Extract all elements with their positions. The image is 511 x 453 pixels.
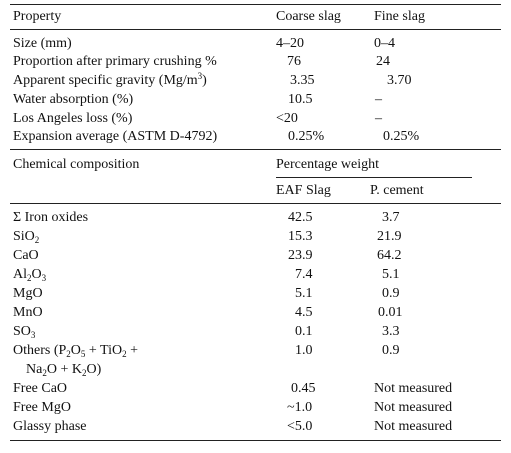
eaf-slag-header: EAF Slag <box>276 183 331 198</box>
percentage-subrule <box>276 177 472 178</box>
cement-value: 3.7 <box>382 210 400 225</box>
table-row: MnO 4.5 0.01 <box>0 306 511 325</box>
coarse-value: 4–20 <box>276 36 304 51</box>
table-row: SO3 0.1 3.3 <box>0 325 511 344</box>
coarse-slag-header: Coarse slag <box>276 9 341 24</box>
table-row: Others (P2O5 + TiO2 + Na2O + K2O) 1.0 0.… <box>0 344 511 382</box>
percentage-weight-header: Percentage weight <box>276 157 380 172</box>
eaf-value: 23.9 <box>288 248 313 263</box>
coarse-value: 76 <box>287 54 301 69</box>
table-row: Expansion average (ASTM D-4792) 0.25% 0.… <box>0 130 511 149</box>
eaf-value: 4.5 <box>295 305 313 320</box>
fine-value: 3.70 <box>387 73 412 88</box>
header-rule <box>10 29 501 30</box>
row-label: Al2O3 <box>13 267 47 283</box>
cement-value: Not measured <box>374 419 453 434</box>
table-row: Los Angeles loss (%) <20 – <box>0 112 511 131</box>
cement-value: 5.1 <box>382 267 400 282</box>
cement-value: Not measured <box>374 381 453 396</box>
property-header: Property <box>13 9 62 24</box>
table-row: CaO 23.9 64.2 <box>0 249 511 268</box>
fine-value: – <box>375 111 382 126</box>
eaf-value: ~1.0 <box>287 400 313 415</box>
table-row: SiO2 15.3 21.9 <box>0 230 511 249</box>
cement-value: 0.01 <box>378 305 403 320</box>
table-row: Proportion after primary crushing % 76 2… <box>0 55 511 74</box>
chemical-header-row: Chemical composition Percentage weight <box>0 158 511 177</box>
row-label: Free CaO <box>13 381 68 396</box>
row-label-continued: Na2O + K2O) <box>26 362 102 378</box>
row-label: Water absorption (%) <box>13 92 134 107</box>
coarse-value: 3.35 <box>290 73 315 88</box>
fine-value: 0–4 <box>374 36 395 51</box>
table-row: Al2O3 7.4 5.1 <box>0 268 511 287</box>
row-label: Others (P2O5 + TiO2 + <box>13 343 139 359</box>
row-label: Glassy phase <box>13 419 87 434</box>
row-label: Proportion after primary crushing % <box>13 54 217 69</box>
eaf-value: 42.5 <box>288 210 313 225</box>
fine-slag-header: Fine slag <box>374 9 425 24</box>
row-label: SO3 <box>13 324 36 340</box>
bottom-rule <box>10 440 501 441</box>
cement-value: 0.9 <box>382 286 400 301</box>
table-row: Size (mm) 4–20 0–4 <box>0 37 511 56</box>
portland-cement-header: P. cement <box>370 183 424 198</box>
row-label: Expansion average (ASTM D-4792) <box>13 129 218 144</box>
eaf-value: 1.0 <box>295 343 313 358</box>
header-row: Property Coarse slag Fine slag <box>0 10 511 29</box>
row-label: Free MgO <box>13 400 71 415</box>
eaf-value: 7.4 <box>295 267 313 282</box>
row-label: SiO2 <box>13 229 40 245</box>
coarse-value: <20 <box>276 111 298 126</box>
eaf-value: 15.3 <box>288 229 313 244</box>
eaf-value: <5.0 <box>287 419 313 434</box>
eaf-value: 5.1 <box>295 286 313 301</box>
row-label: MgO <box>13 286 43 301</box>
table-row: Σ Iron oxides 42.5 3.7 <box>0 211 511 230</box>
table-row: Free CaO 0.45 Not measured <box>0 382 511 401</box>
row-label: MnO <box>13 305 43 320</box>
chemical-header-rule <box>10 203 501 204</box>
fine-value: – <box>375 92 382 107</box>
cement-value: 3.3 <box>382 324 400 339</box>
table-row: Water absorption (%) 10.5 – <box>0 93 511 112</box>
coarse-value: 0.25% <box>288 129 325 144</box>
row-label: CaO <box>13 248 39 263</box>
table-row: Free MgO ~1.0 Not measured <box>0 401 511 420</box>
top-rule <box>10 4 501 5</box>
chemical-subheader-row: EAF Slag P. cement <box>0 184 511 203</box>
fine-value: 0.25% <box>383 129 420 144</box>
section-rule <box>10 149 501 150</box>
table-row: Apparent specific gravity (Mg/m3) 3.35 3… <box>0 71 511 93</box>
cement-value: 21.9 <box>377 229 402 244</box>
chemical-composition-header: Chemical composition <box>13 157 140 172</box>
table-row: Glassy phase <5.0 Not measured <box>0 420 511 439</box>
eaf-value: 0.1 <box>295 324 313 339</box>
row-label: Σ Iron oxides <box>13 210 89 225</box>
coarse-value: 10.5 <box>288 92 313 107</box>
row-label: Apparent specific gravity (Mg/m3) <box>13 71 207 88</box>
cement-value: 0.9 <box>382 343 400 358</box>
cement-value: Not measured <box>374 400 453 415</box>
row-label: Los Angeles loss (%) <box>13 111 133 126</box>
eaf-value: 0.45 <box>291 381 316 396</box>
cement-value: 64.2 <box>377 248 402 263</box>
fine-value: 24 <box>376 54 390 69</box>
row-label: Size (mm) <box>13 36 72 51</box>
table-row: MgO 5.1 0.9 <box>0 287 511 306</box>
